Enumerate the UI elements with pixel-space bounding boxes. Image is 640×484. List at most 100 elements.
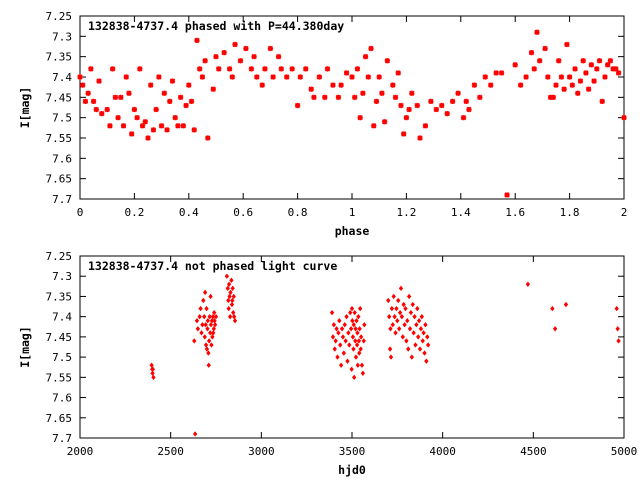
data-point <box>498 70 505 76</box>
data-point <box>401 131 407 137</box>
y-tick-label: 7.35 <box>46 51 73 64</box>
data-point <box>357 115 363 121</box>
data-point <box>180 123 187 129</box>
data-point <box>169 78 176 84</box>
data-point <box>563 301 569 308</box>
data-point <box>365 74 371 80</box>
data-point <box>605 62 611 68</box>
data-point <box>401 301 406 308</box>
y-tick-label: 7.45 <box>46 331 73 344</box>
data-point <box>123 74 129 80</box>
data-point <box>362 322 367 328</box>
data-point <box>408 309 414 316</box>
data-point <box>226 305 231 312</box>
data-point <box>134 115 140 121</box>
data-point <box>585 86 592 92</box>
data-point <box>361 338 366 344</box>
data-point <box>338 362 344 368</box>
data-point <box>422 350 427 356</box>
data-point <box>205 318 210 324</box>
data-point <box>360 370 366 376</box>
data-point <box>139 123 146 129</box>
data-point <box>594 66 600 72</box>
y-tick-label: 7.7 <box>52 432 72 445</box>
data-point <box>463 98 469 105</box>
data-point <box>359 362 365 368</box>
data-point <box>402 322 407 328</box>
data-point <box>333 338 338 344</box>
data-point <box>308 86 314 92</box>
data-point <box>284 74 290 80</box>
data-point <box>251 54 257 60</box>
data-point <box>577 78 584 84</box>
data-point <box>230 297 235 304</box>
data-point <box>322 94 328 100</box>
data-point <box>212 309 217 316</box>
data-point <box>109 66 116 72</box>
data-point <box>349 366 354 372</box>
data-point <box>384 58 391 64</box>
y-tick-label: 7.55 <box>46 132 73 145</box>
data-point <box>353 326 358 332</box>
x-tick-label: 1.6 <box>505 206 525 219</box>
data-point <box>426 342 431 348</box>
data-point <box>346 330 351 336</box>
y-tick-label: 7.35 <box>46 290 73 303</box>
data-point <box>227 313 233 320</box>
x-tick-label: 2500 <box>157 445 184 458</box>
data-point <box>416 318 422 324</box>
data-point <box>512 62 518 68</box>
data-point <box>381 119 388 125</box>
data-point <box>407 326 413 332</box>
x-tick-label: 0.6 <box>233 206 253 219</box>
data-points <box>149 273 621 437</box>
data-point <box>77 74 83 80</box>
y-tick-label: 7.3 <box>52 270 72 283</box>
data-point <box>392 94 399 100</box>
data-point <box>212 322 218 328</box>
data-point <box>376 74 382 80</box>
data-point <box>202 334 207 340</box>
data-point <box>349 74 355 80</box>
data-point <box>379 90 385 96</box>
data-point <box>493 70 499 76</box>
data-point <box>613 66 619 72</box>
data-point <box>156 74 162 80</box>
data-point <box>349 305 355 312</box>
data-point <box>213 313 219 320</box>
x-tick-label: 3000 <box>248 445 275 458</box>
data-point <box>583 70 589 76</box>
chart-title: 132838-4737.4 not phased light curve <box>88 259 337 273</box>
data-point <box>267 45 274 52</box>
data-point <box>406 106 412 113</box>
data-point <box>167 98 173 105</box>
data-point <box>164 127 170 133</box>
data-point <box>194 37 200 44</box>
data-point <box>528 49 535 56</box>
data-point <box>602 74 608 80</box>
data-point <box>358 346 363 352</box>
data-point <box>230 285 235 292</box>
data-point <box>412 313 417 320</box>
y-tick-label: 7.5 <box>52 351 72 364</box>
data-point <box>161 90 167 96</box>
data-point <box>232 41 238 48</box>
data-point <box>352 374 357 381</box>
data-point <box>406 346 411 352</box>
data-point <box>335 94 342 100</box>
x-tick-label: 3500 <box>339 445 366 458</box>
y-tick-label: 7.3 <box>52 30 72 43</box>
data-point <box>353 338 358 344</box>
data-point <box>332 346 337 352</box>
data-point <box>416 334 421 340</box>
data-point <box>403 115 410 121</box>
data-point <box>278 66 284 72</box>
data-point <box>254 74 260 80</box>
data-point <box>194 318 200 324</box>
data-point <box>131 106 138 113</box>
data-point <box>616 338 621 344</box>
data-point <box>129 131 135 137</box>
data-point <box>477 94 483 100</box>
data-point <box>391 293 396 300</box>
data-point <box>338 342 343 348</box>
